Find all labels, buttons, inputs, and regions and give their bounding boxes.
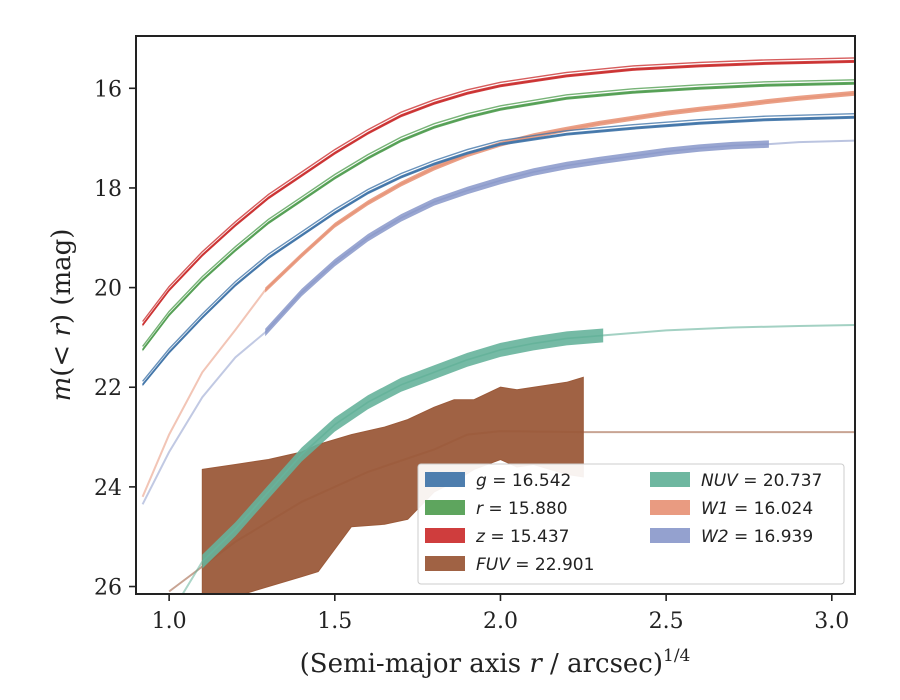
series-w1-inner-line xyxy=(141,289,267,498)
legend-swatch-z xyxy=(425,528,465,543)
y-tick-label-22: 22 xyxy=(94,376,122,401)
series-w2-outer-line xyxy=(768,139,855,146)
x-tick-label-3-0: 3.0 xyxy=(814,609,849,634)
y-tick-label-18: 18 xyxy=(94,177,122,202)
axes: 1.0 1.5 2.0 2.5 3.0 16 18 20 22 24 26 xyxy=(94,35,856,634)
legend-swatch-w1 xyxy=(650,500,690,515)
legend-label-w2: W2 = 16.939 xyxy=(701,527,813,547)
x-axis-label: (Semi-major axis r / arcsec)1/4 xyxy=(300,646,691,679)
legend-swatch-r xyxy=(425,500,465,515)
legend-frame xyxy=(417,463,845,585)
legend-label-nuv: NUV = 20.737 xyxy=(701,471,822,491)
legend-swatch-g xyxy=(425,472,465,487)
y-tick-label-26: 26 xyxy=(94,576,122,601)
series-nuv-outer-line xyxy=(603,324,855,337)
legend-label-w1: W1 = 16.024 xyxy=(701,499,813,519)
legend-label-z: z = 15.437 xyxy=(475,527,569,547)
legend-swatch-fuv xyxy=(425,556,465,571)
y-tick-label-20: 20 xyxy=(94,277,122,302)
legend-label-g: g = 16.542 xyxy=(476,471,571,491)
legend-swatch-nuv xyxy=(650,472,690,487)
series-r xyxy=(141,79,855,352)
series-nuv xyxy=(181,324,855,594)
y-tick-label-16: 16 xyxy=(94,77,122,102)
y-axis-label: m(< r) (mag) xyxy=(47,229,77,402)
x-tick-label-1-5: 1.5 xyxy=(317,609,352,634)
series-nuv-line xyxy=(201,334,604,563)
series-g-line xyxy=(141,116,855,386)
x-tick-label-2-0: 2.0 xyxy=(483,609,518,634)
series-nuv-inner-line xyxy=(181,561,204,594)
series-r-line xyxy=(141,82,855,351)
legend-swatch-w2 xyxy=(650,528,690,543)
series-z-model-line xyxy=(142,57,855,322)
series-w2 xyxy=(141,139,855,505)
series-layer xyxy=(141,57,855,594)
x-tick-label-2-5: 2.5 xyxy=(649,609,684,634)
legend: g = 16.542 r = 15.880 z = 15.437 FUV = 22.9… xyxy=(417,463,845,585)
series-z xyxy=(141,57,855,327)
series-z-line xyxy=(141,60,855,326)
legend-label-r: r = 15.880 xyxy=(476,499,568,519)
legend-label-fuv: FUV = 22.901 xyxy=(476,555,594,575)
x-tick-label-1-0: 1.0 xyxy=(152,609,187,634)
y-tick-label-24: 24 xyxy=(94,476,122,501)
series-fuv-median-line xyxy=(168,430,855,593)
series-w2-line xyxy=(264,143,769,333)
series-g-model-line xyxy=(142,113,855,382)
series-r-model-line xyxy=(142,79,855,347)
series-w1-line xyxy=(264,92,855,291)
series-w2-inner-line xyxy=(141,331,266,505)
series-g xyxy=(141,113,855,387)
axes-frame xyxy=(135,35,856,595)
